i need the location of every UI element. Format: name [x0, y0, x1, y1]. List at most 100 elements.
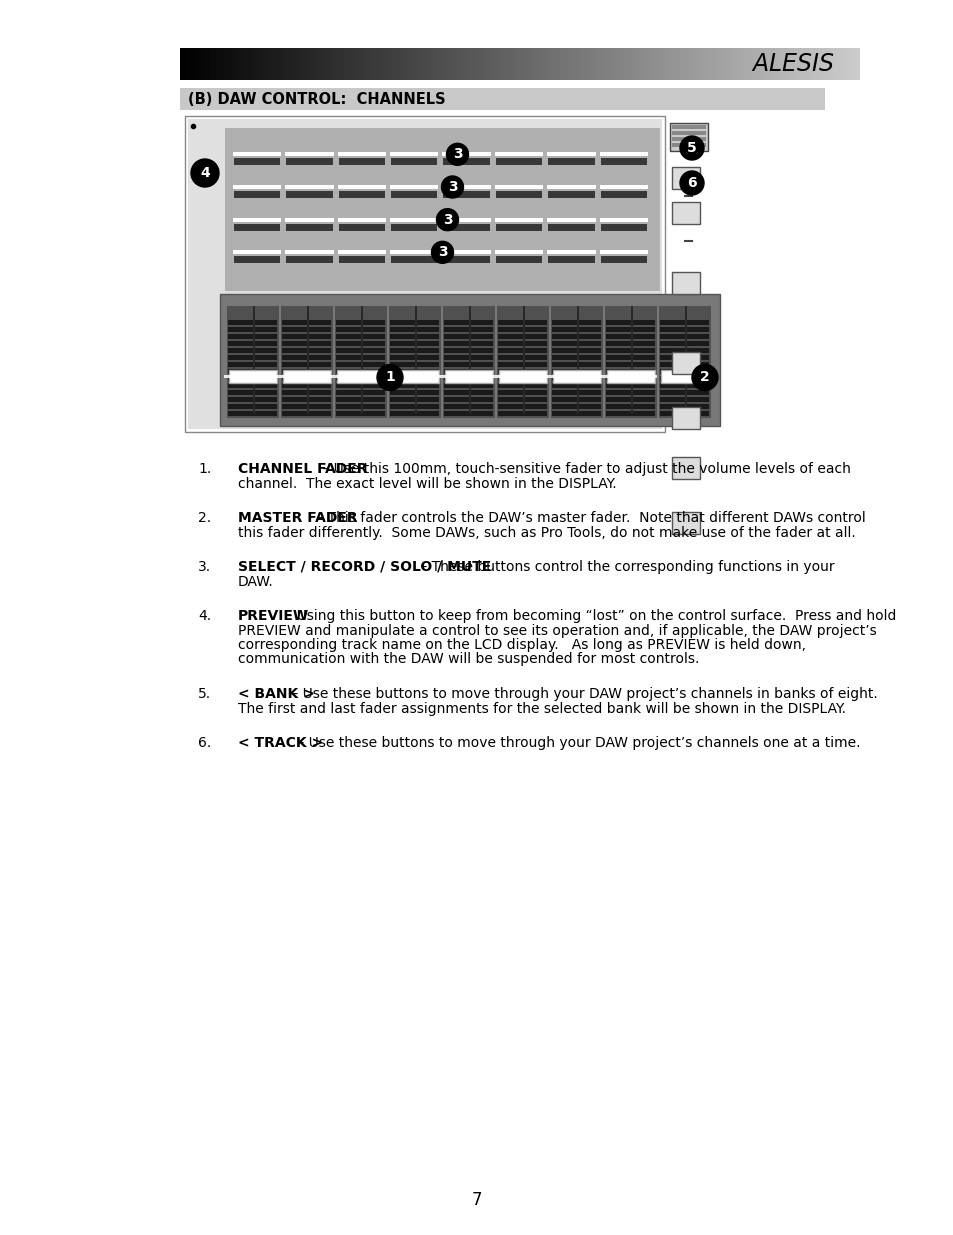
Bar	[644, 48, 647, 80]
Bar	[605, 48, 608, 80]
Bar	[445, 48, 448, 80]
Text: – Use this 100mm, touch-sensitive fader to adjust the volume levels of each: – Use this 100mm, touch-sensitive fader …	[317, 462, 850, 475]
Bar	[338, 158, 385, 165]
Bar	[220, 48, 223, 80]
Bar	[390, 411, 438, 416]
Text: 1: 1	[385, 370, 395, 384]
Bar	[390, 185, 438, 189]
Bar	[286, 257, 333, 263]
Bar	[233, 158, 280, 165]
Text: 3: 3	[437, 246, 447, 259]
Bar	[284, 48, 287, 80]
Bar	[551, 306, 602, 417]
Bar	[311, 48, 314, 80]
Bar	[574, 48, 577, 80]
Bar	[526, 48, 529, 80]
Bar	[497, 404, 546, 409]
Bar	[442, 152, 491, 157]
Text: – These buttons control the corresponding functions in your: – These buttons control the correspondin…	[416, 559, 834, 574]
Text: (B) DAW CONTROL:  CHANNELS: (B) DAW CONTROL: CHANNELS	[188, 91, 445, 106]
Bar	[748, 48, 751, 80]
Circle shape	[431, 241, 453, 263]
Bar	[692, 48, 695, 80]
Bar	[476, 48, 479, 80]
Bar	[630, 48, 633, 80]
Bar	[228, 411, 276, 416]
Bar	[216, 48, 219, 80]
Bar	[830, 48, 832, 80]
Bar	[335, 306, 387, 417]
Bar	[443, 411, 493, 416]
Bar	[804, 48, 807, 80]
Bar	[228, 320, 276, 325]
Bar	[567, 48, 570, 80]
Bar	[619, 48, 622, 80]
Bar	[429, 48, 432, 80]
Bar	[350, 48, 353, 80]
Bar	[443, 354, 493, 359]
Bar	[228, 333, 276, 338]
Bar	[600, 191, 646, 198]
Bar	[782, 48, 785, 80]
Bar	[228, 383, 276, 388]
Bar	[531, 48, 534, 80]
Bar	[771, 48, 774, 80]
Bar	[605, 383, 655, 388]
Bar	[659, 354, 708, 359]
Bar	[282, 396, 331, 403]
Bar	[794, 48, 796, 80]
Text: 3: 3	[442, 212, 452, 227]
Bar	[259, 48, 262, 80]
Circle shape	[376, 364, 402, 390]
Bar	[728, 48, 731, 80]
Bar	[488, 48, 491, 80]
Bar	[409, 48, 412, 80]
Bar	[578, 48, 581, 80]
Bar	[524, 48, 527, 80]
Bar	[599, 152, 647, 157]
Bar	[755, 48, 758, 80]
Text: 3: 3	[447, 180, 456, 194]
Text: corresponding track name on the LCD display.   As long as PREVIEW is held down,: corresponding track name on the LCD disp…	[237, 638, 805, 652]
Bar	[224, 375, 657, 378]
Bar	[442, 251, 491, 254]
Bar	[687, 48, 690, 80]
Bar	[337, 185, 386, 189]
Bar	[254, 48, 257, 80]
Bar	[368, 48, 371, 80]
Bar	[386, 48, 389, 80]
Bar	[388, 48, 391, 80]
Bar	[228, 375, 276, 382]
Bar	[761, 48, 764, 80]
Bar	[373, 48, 375, 80]
Bar	[314, 48, 316, 80]
Bar	[282, 411, 331, 416]
Bar	[497, 375, 546, 382]
Bar	[659, 369, 708, 374]
Bar	[659, 48, 662, 80]
Bar	[649, 48, 651, 80]
Bar	[671, 408, 700, 429]
Bar	[552, 320, 600, 325]
Bar	[605, 348, 655, 353]
Bar	[548, 158, 594, 165]
Bar	[302, 48, 305, 80]
Bar	[667, 48, 669, 80]
Bar	[592, 48, 595, 80]
Circle shape	[436, 209, 458, 231]
Bar	[389, 306, 440, 417]
Bar	[802, 48, 805, 80]
Bar	[791, 48, 794, 80]
Bar	[798, 48, 801, 80]
Bar	[615, 48, 618, 80]
Bar	[669, 48, 672, 80]
Bar	[497, 411, 546, 416]
Bar	[653, 48, 656, 80]
Text: The first and last fader assignments for the selected bank will be shown in the : The first and last fader assignments for…	[237, 701, 845, 715]
Bar	[282, 320, 331, 325]
Bar	[202, 48, 205, 80]
Bar	[332, 48, 335, 80]
Bar	[740, 48, 741, 80]
Bar	[340, 48, 343, 80]
Bar	[497, 396, 546, 403]
